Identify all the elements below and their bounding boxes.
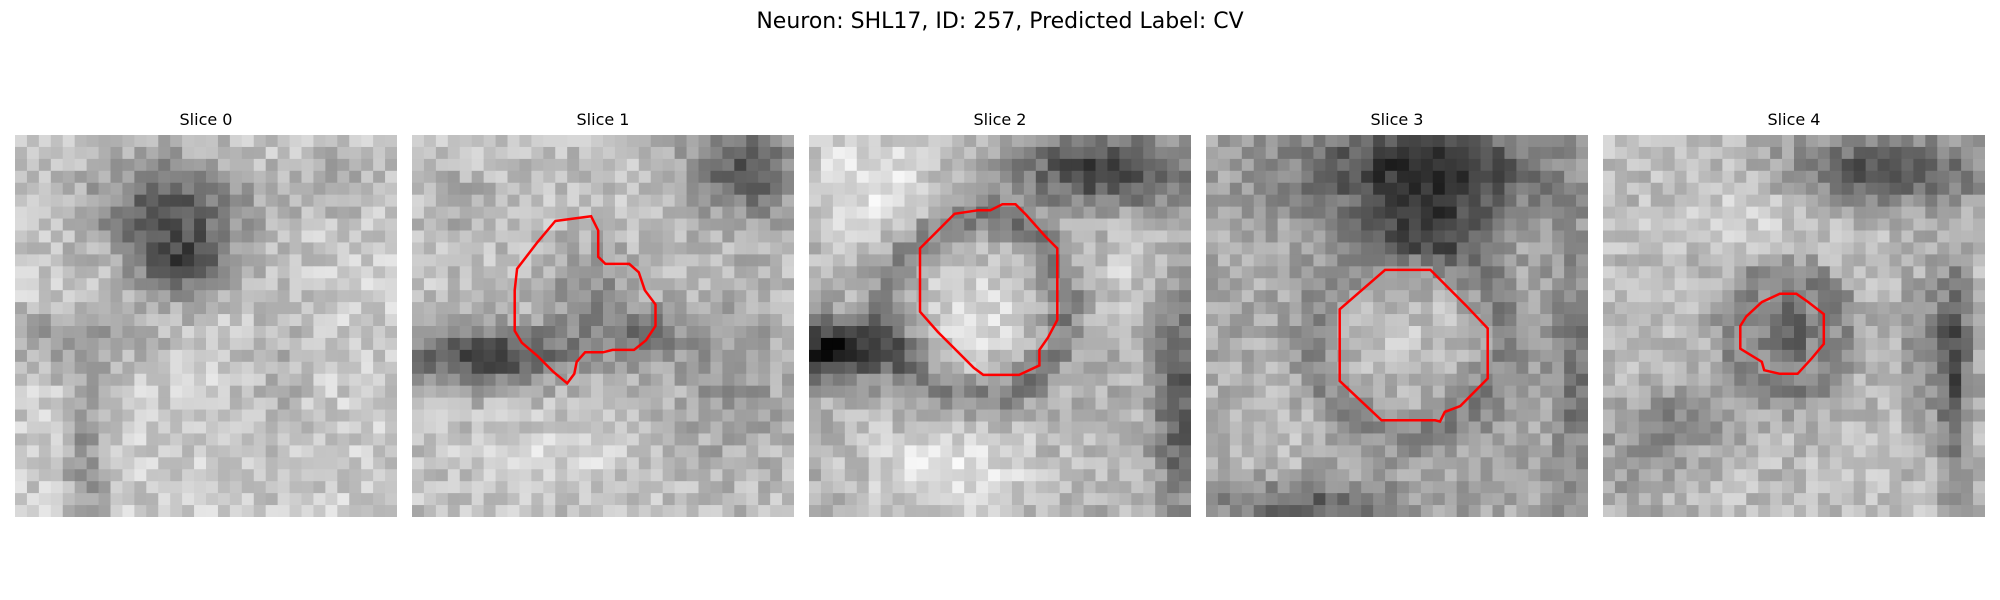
slice-title-3: Slice 3 (1370, 110, 1424, 129)
slice-title-2: Slice 2 (973, 110, 1027, 129)
slice-panel-2: Slice 2 (809, 108, 1191, 518)
figure-title: Neuron: SHL17, ID: 257, Predicted Label:… (756, 9, 1244, 34)
slice-image-3 (1206, 135, 1588, 517)
slice-panel-1: Slice 1 (412, 108, 794, 518)
slice-image-0 (15, 135, 397, 517)
slice-panel-4: Slice 4 (1603, 108, 1985, 518)
slice-title-4: Slice 4 (1767, 110, 1821, 129)
segmentation-outline-1 (513, 214, 657, 386)
segmentation-outline-4 (1739, 292, 1826, 376)
slice-image-2 (809, 135, 1191, 517)
slice-panel-0: Slice 0 (15, 108, 397, 518)
slice-title-1: Slice 1 (576, 110, 630, 129)
slice-image-4 (1603, 135, 1985, 517)
segmentation-outline-3 (1338, 268, 1489, 423)
segmentation-outline-2 (918, 202, 1059, 377)
slice-title-0: Slice 0 (179, 110, 233, 129)
slice-panel-3: Slice 3 (1206, 108, 1588, 518)
slice-image-1 (412, 135, 794, 517)
